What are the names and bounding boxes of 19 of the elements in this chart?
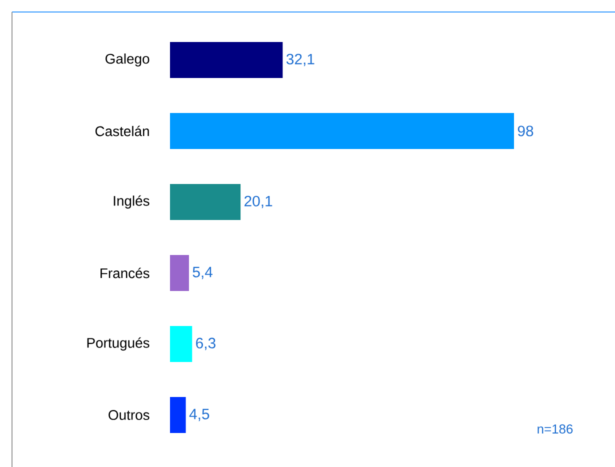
bar <box>170 184 241 220</box>
text: n=186 <box>538 424 573 434</box>
data-label: 20,1 <box>244 196 272 208</box>
y-tick-label: Francés <box>100 268 150 278</box>
data-label: 98 <box>518 126 534 136</box>
bar <box>170 326 192 362</box>
bar <box>170 254 189 291</box>
y-tick-label: Galego <box>106 53 150 66</box>
y-tick-label: Portugués <box>87 337 150 351</box>
y-tick-label: Inglés <box>114 195 150 209</box>
data-label: 5,4 <box>192 266 212 280</box>
y-tick-label: Castelán <box>95 126 149 136</box>
data-label: 6,3 <box>196 338 216 350</box>
y-tick-label: Outros <box>108 410 150 420</box>
bar <box>170 396 186 433</box>
data-label: 32,1 <box>286 54 314 66</box>
bar <box>170 112 514 149</box>
bar <box>170 42 283 78</box>
data-label: 4,5 <box>189 408 210 422</box>
